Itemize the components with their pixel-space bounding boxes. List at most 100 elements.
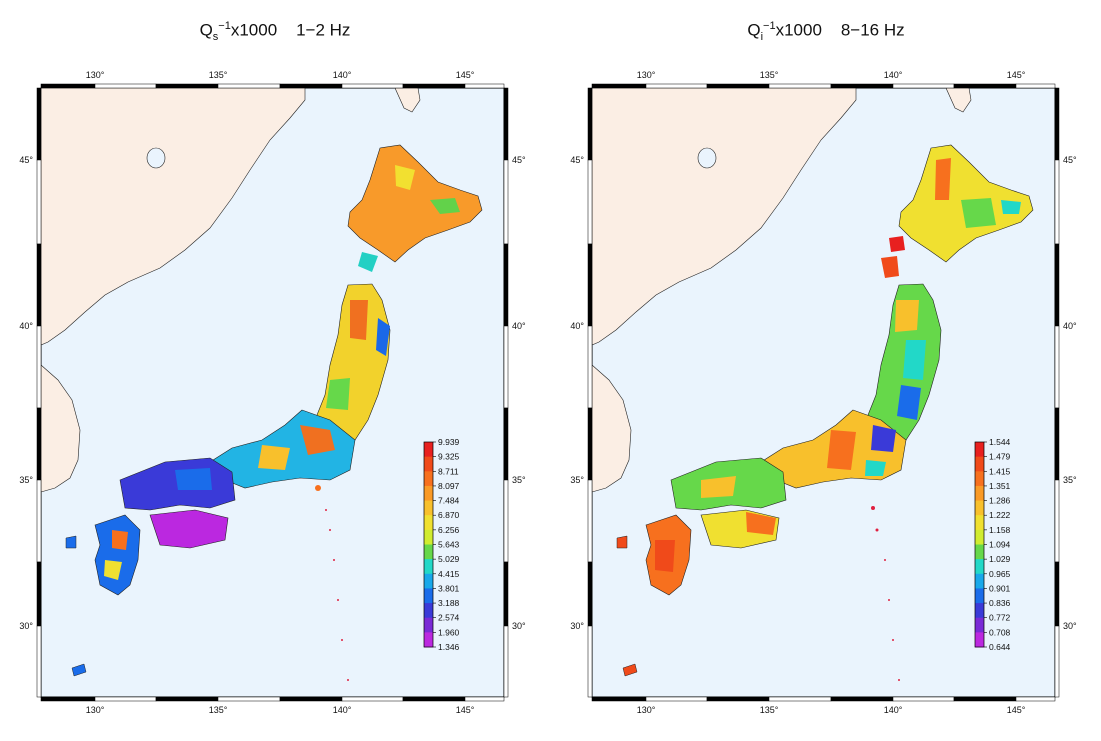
- frame-bar: [892, 83, 955, 89]
- frame-bar: [36, 325, 42, 409]
- lon-tick-label: 145°: [456, 705, 475, 715]
- lon-tick-label: 130°: [637, 70, 656, 80]
- colorbar-segment: [424, 573, 433, 589]
- frame-bar: [645, 83, 708, 89]
- colorbar-segment: [975, 617, 984, 633]
- frame-bar: [953, 696, 1017, 702]
- colorbar-segment: [424, 559, 433, 575]
- map-axes: 130° 130° 135° 135° 140° 140° 145° 145° 45° 45° 40…: [570, 70, 1077, 715]
- frame-bar: [217, 83, 281, 89]
- colorbar-segment: [975, 500, 984, 516]
- lat-tick-label: 35°: [19, 475, 33, 485]
- lat-tick-label: 35°: [1063, 475, 1077, 485]
- lon-tick-label: 135°: [760, 70, 779, 80]
- lat-tick-label: 40°: [19, 321, 33, 331]
- colorbar-label: 9.325: [438, 452, 460, 462]
- small-island: [71, 663, 87, 677]
- frame-bar: [402, 83, 466, 89]
- colorbar-label: 5.643: [438, 540, 460, 550]
- frame-bar: [503, 243, 509, 327]
- colorbar-segment: [424, 588, 433, 604]
- lat-tick-label: 45°: [512, 155, 526, 165]
- colorbar-segment: [424, 529, 433, 545]
- frame-bar: [36, 625, 42, 698]
- colorbar-label: 0.708: [989, 627, 1011, 637]
- colorbar-label: 8.711: [438, 466, 459, 476]
- frame-bar: [341, 83, 404, 89]
- colorbar-segment: [424, 632, 433, 648]
- colorbar-segment: [975, 603, 984, 619]
- lat-tick-label: 30°: [19, 621, 33, 631]
- frame-bar: [503, 325, 509, 409]
- frame-bar: [706, 83, 770, 89]
- shikoku: [149, 509, 229, 549]
- lon-tick-label: 140°: [884, 70, 903, 80]
- lat-tick-label: 35°: [570, 475, 584, 485]
- colorbar-segment: [424, 442, 433, 458]
- colorbar-segment: [424, 617, 433, 633]
- frame-bar: [587, 625, 593, 698]
- lat-tick-label: 35°: [512, 475, 526, 485]
- lon-tick-label: 130°: [86, 70, 105, 80]
- colorbar-segment: [424, 603, 433, 619]
- colorbar-label: 4.415: [438, 569, 460, 579]
- colorbar-label: 1.960: [438, 627, 460, 637]
- frame-bar: [591, 83, 647, 89]
- small-island: [697, 147, 717, 169]
- frame-bar: [587, 561, 593, 627]
- frame-bar: [706, 696, 770, 702]
- frame-bar: [1054, 479, 1060, 563]
- izu-islands: [315, 485, 349, 681]
- colorbar-label: 8.097: [438, 481, 460, 491]
- izu-islands: [871, 506, 900, 681]
- colorbar-label: 7.484: [438, 496, 460, 506]
- frame-bar: [36, 407, 42, 481]
- frame-bar: [503, 87, 509, 161]
- mainland-asia: [40, 87, 306, 346]
- colorbar-label: 3.801: [438, 583, 460, 593]
- frame-bar: [587, 407, 593, 481]
- frame-bar: [464, 696, 505, 702]
- colorbar-segment: [424, 485, 433, 502]
- colorbar-label: 1.415: [989, 466, 1011, 476]
- colorbar-label: 0.901: [989, 583, 1011, 593]
- frame-bar: [36, 243, 42, 327]
- hokkaido: [347, 144, 483, 263]
- frame-bar: [40, 696, 96, 702]
- lon-tick-label: 145°: [456, 70, 475, 80]
- colorbar-label: 1.094: [989, 540, 1011, 550]
- frame-bar: [1054, 159, 1060, 245]
- frame-bar: [1015, 696, 1056, 702]
- colorbar-label: 1.351: [989, 481, 1011, 491]
- frame-bar: [279, 83, 343, 89]
- small-island: [65, 535, 77, 549]
- colorbar-label: 6.256: [438, 525, 460, 535]
- lon-tick-label: 130°: [86, 705, 105, 715]
- small-island: [622, 663, 638, 677]
- frame-bar: [1054, 87, 1060, 161]
- lon-tick-label: 145°: [1007, 70, 1026, 80]
- frame-bar: [503, 625, 509, 698]
- frame-bar: [591, 696, 647, 702]
- colorbar-label: 0.644: [989, 642, 1011, 652]
- frame-bar: [503, 407, 509, 481]
- frame-bar: [94, 696, 157, 702]
- small-island: [146, 147, 166, 169]
- lon-tick-label: 135°: [209, 705, 228, 715]
- mainland-asia: [591, 87, 857, 346]
- colorbar-label: 9.939: [438, 437, 460, 447]
- map-svg: 1.544 1.479 1.415 1.351 1.286 1.222 1.158 1.094…: [570, 70, 1077, 715]
- frame-bar: [155, 83, 219, 89]
- colorbar-segment: [975, 485, 984, 502]
- korea-peninsula: [591, 364, 632, 493]
- lon-tick-label: 130°: [637, 705, 656, 715]
- lat-tick-label: 40°: [1063, 321, 1077, 331]
- frame-bar: [830, 83, 894, 89]
- frame-bar: [36, 479, 42, 563]
- lon-tick-label: 145°: [1007, 705, 1026, 715]
- colorbar-segment: [975, 588, 984, 604]
- frame-bar: [36, 87, 42, 161]
- frame-bar: [830, 696, 894, 702]
- lon-tick-label: 140°: [884, 705, 903, 715]
- frame-bar: [1015, 83, 1056, 89]
